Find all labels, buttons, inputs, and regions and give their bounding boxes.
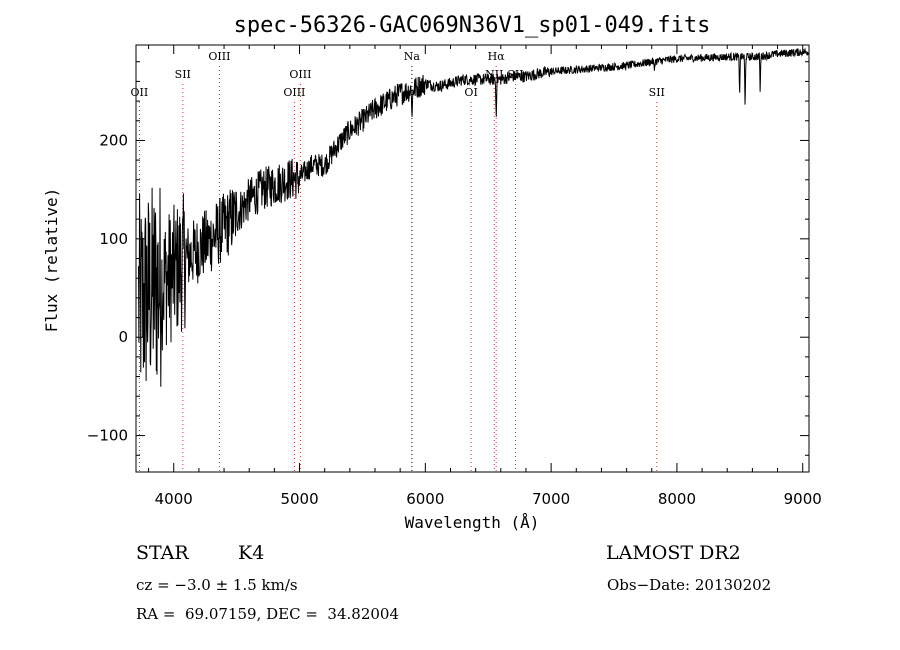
x-tick-label: 5000 [280,490,318,508]
survey-release: LAMOST DR2 [606,542,741,564]
x-tick-label: 4000 [155,490,193,508]
line-marker-label: SII [175,68,191,81]
x-tick-label: 9000 [784,490,822,508]
line-marker-label: OIII [208,50,230,63]
axis-ticks: 4000 5000 6000 7000 8000 9000 −100 0 100 200 [87,45,822,508]
line-marker-label: OIII [289,68,311,81]
x-tick-label: 6000 [406,490,444,508]
line-marker-label: Hα [488,50,506,63]
observation-date: Obs−Date: 20130202 [607,576,772,594]
x-axis-label: Wavelength (Å) [405,513,540,532]
y-tick-label: −100 [87,427,128,445]
line-marker-label: SII [649,86,665,99]
line-marker-label: Na [404,50,421,63]
object-subclass: K4 [238,542,265,564]
line-marker-label: OI [464,86,477,99]
coordinates: RA = 69.07159, DEC = 34.82004 [136,605,400,623]
plot-frame [135,44,810,473]
line-marker-label: OIII [283,86,305,99]
y-tick-label: 0 [118,328,128,346]
spectrum-series [138,47,809,387]
y-axis-label: Flux (relative) [42,188,61,333]
y-tick-label: 200 [99,131,128,149]
redshift-info: cz = −3.0 ± 1.5 km/s [136,576,298,594]
line-marker-label: OII [131,86,149,99]
chart-title: spec-56326-GAC069N36V1_sp01-049.fits [234,13,711,38]
spectrum-line [138,47,809,387]
y-tick-label: 100 [99,230,128,248]
object-class: STAR [136,542,189,564]
x-tick-label: 7000 [532,490,570,508]
x-tick-label: 8000 [658,490,696,508]
